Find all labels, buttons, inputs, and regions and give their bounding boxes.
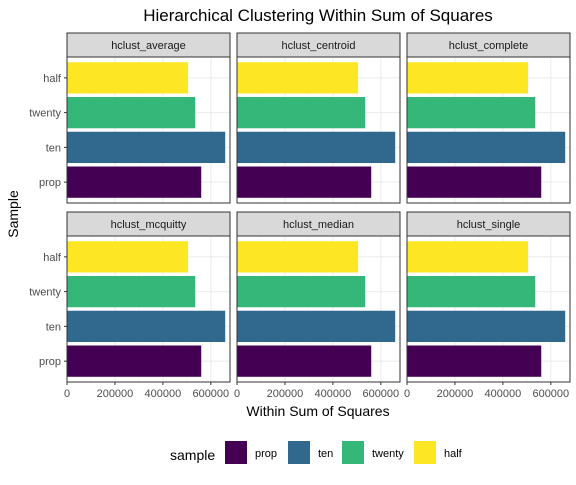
bar-twenty [407,276,535,307]
legend-key-ten [288,441,310,464]
bar-prop [237,167,371,198]
facet-hclust_median: hclust_median 0 200000 400000 600000 [234,212,400,400]
bar-half [237,62,358,93]
bar-prop [407,167,541,198]
y-tick-label: half [43,252,62,264]
legend-title: sample [170,447,215,463]
y-tick-label: twenty [29,287,61,299]
bar-ten [67,311,225,342]
x-tick-label: 0 [64,388,70,400]
x-tick-label: 200000 [97,388,134,400]
bar-ten [407,132,565,163]
facet-strip-label: hclust_median [283,219,354,231]
legend-key-half [414,441,436,464]
x-tick-label: 600000 [192,388,229,400]
facet-strip-label: hclust_mcquitty [111,219,187,231]
legend-label-ten: ten [318,448,333,460]
bar-half [67,62,188,93]
facet-strip-label: hclust_complete [449,40,529,52]
x-axis-title: Within Sum of Squares [246,403,389,419]
legend-label-twenty: twenty [372,448,404,460]
legend-label-prop: prop [255,448,277,460]
bar-twenty [237,97,365,128]
bar-half [407,62,528,93]
x-tick-label: 600000 [532,388,569,400]
bar-twenty [67,276,195,307]
facet-strip-label: hclust_average [111,40,186,52]
bar-ten [407,311,565,342]
bar-twenty [67,97,195,128]
bar-ten [67,132,225,163]
x-tick-label: 400000 [315,388,352,400]
y-tick-label: prop [39,177,61,189]
y-tick-label: ten [46,321,61,333]
y-tick-label: prop [39,356,61,368]
x-tick-label: 0 [404,388,410,400]
x-tick-label: 200000 [267,388,304,400]
chart-title: Hierarchical Clustering Within Sum of Sq… [143,6,493,25]
bar-twenty [407,97,535,128]
x-tick-label: 200000 [437,388,474,400]
x-tick-label: 0 [234,388,240,400]
x-tick-label: 400000 [145,388,182,400]
legend-key-twenty [342,441,364,464]
bar-half [67,241,188,272]
y-tick-label: twenty [29,108,61,120]
bar-half [407,241,528,272]
bar-ten [237,132,395,163]
legend: sample prop ten twenty half [170,441,463,464]
bar-prop [67,167,201,198]
y-axis-title: Sample [5,190,21,238]
x-tick-label: 400000 [485,388,522,400]
y-tick-label: half [43,73,62,85]
facet-hclust_complete: hclust_complete [407,33,570,203]
bar-prop [407,346,541,377]
facet-strip-label: hclust_centroid [282,40,356,52]
bar-prop [67,346,201,377]
bar-twenty [237,276,365,307]
bar-half [237,241,358,272]
x-tick-label: 600000 [362,388,399,400]
facet-hclust_centroid: hclust_centroid [237,33,400,203]
bar-prop [237,346,371,377]
legend-key-prop [225,441,247,464]
y-tick-label: ten [46,142,61,154]
bar-ten [237,311,395,342]
facet-strip-label: hclust_single [457,219,521,231]
facet-hclust_single: hclust_single 0 200000 400000 600000 [404,212,570,400]
legend-label-half: half [444,448,463,460]
